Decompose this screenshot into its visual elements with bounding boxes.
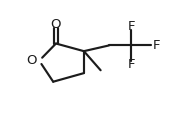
Text: O: O <box>27 54 37 67</box>
Text: F: F <box>153 39 160 52</box>
Text: F: F <box>128 58 135 71</box>
Text: O: O <box>51 18 61 31</box>
Text: F: F <box>128 20 135 33</box>
